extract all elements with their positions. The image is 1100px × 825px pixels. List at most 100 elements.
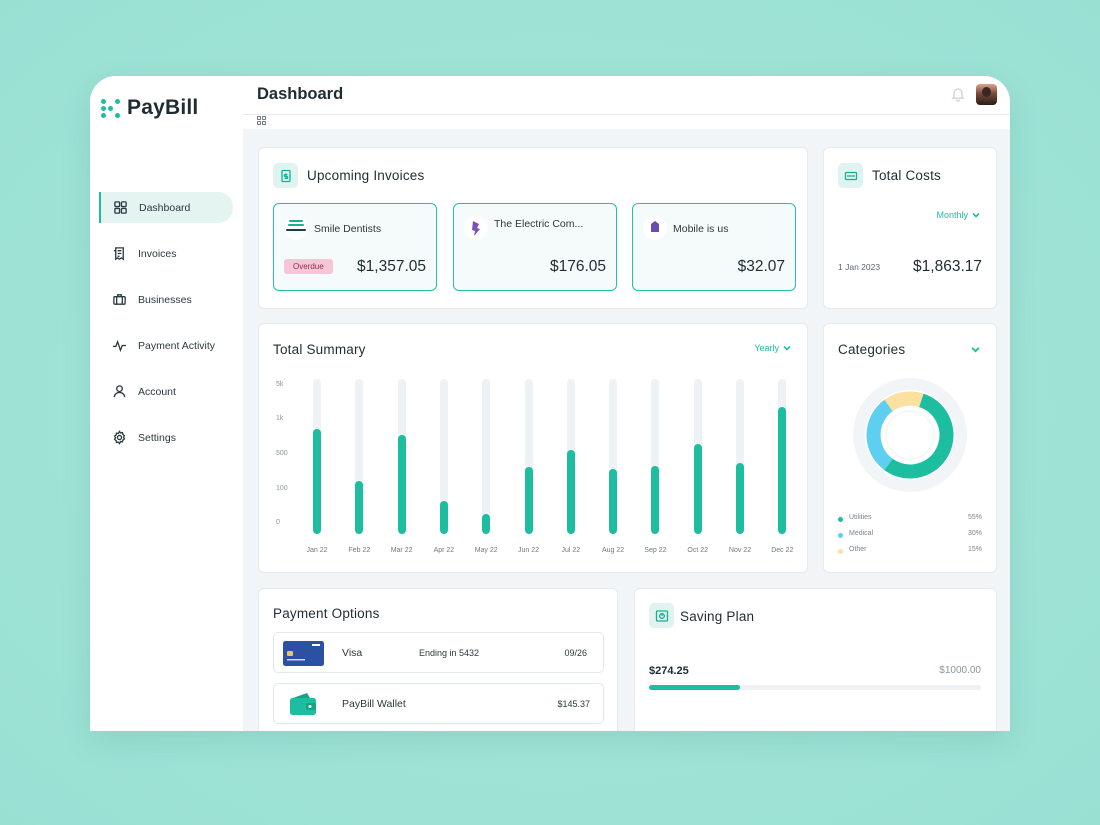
saving-plan-card: Saving Plan $274.25 $1000.00 <box>634 588 997 731</box>
x-tick-label: Nov 22 <box>728 547 752 554</box>
legend-label: Utilities <box>849 514 872 521</box>
legend-pct: 15% <box>967 546 982 553</box>
bar[interactable] <box>736 463 744 534</box>
x-tick-label: Jan 22 <box>306 547 328 554</box>
saving-target: $1000.00 <box>939 665 981 676</box>
sidebar-item-label: Account <box>138 385 176 398</box>
categories-card: Categories Utilities 55% Medical 30% Oth… <box>823 323 997 573</box>
invoice-tile[interactable]: The Electric Com... $176.05 <box>453 203 617 291</box>
receipt-icon <box>111 246 127 262</box>
saving-progress-fill <box>649 685 741 690</box>
upcoming-invoices-card: Upcoming Invoices Smile Dentists Overdue… <box>258 147 808 309</box>
chevron-down-icon <box>783 345 791 351</box>
payment-name: Visa <box>342 647 363 659</box>
donut-chart <box>853 378 967 492</box>
top-header: Dashboard <box>243 76 1010 115</box>
dentist-logo-icon <box>284 216 308 240</box>
bell-icon[interactable] <box>950 86 966 102</box>
overdue-badge: Overdue <box>284 259 333 274</box>
user-icon <box>111 384 127 400</box>
x-tick-label: May 22 <box>474 547 498 554</box>
bar[interactable] <box>482 514 491 534</box>
sidebar-item-label: Dashboard <box>139 201 191 214</box>
invoice-tile[interactable]: Mobile is us $32.07 <box>632 203 796 291</box>
y-tick-label: 100 <box>276 485 288 492</box>
period-dropdown[interactable]: Yearly <box>754 343 791 353</box>
bar[interactable] <box>609 469 618 534</box>
legend-pct: 55% <box>967 514 982 521</box>
bar[interactable] <box>778 407 787 534</box>
sidebar-item-label: Settings <box>138 431 176 444</box>
y-tick-label: 1k <box>276 415 284 422</box>
sidebar-item-label: Businesses <box>138 293 192 306</box>
dropdown-label: Yearly <box>754 343 779 353</box>
payment-expiry: 09/26 <box>564 648 587 658</box>
invoice-icon <box>273 163 298 188</box>
x-tick-label: Apr 22 <box>433 547 455 554</box>
page-title: Dashboard <box>257 85 344 103</box>
logo[interactable]: PayBill <box>101 96 198 120</box>
bar[interactable] <box>693 444 702 534</box>
total-costs-card: Total Costs Monthly 1 Jan 2023 $1,863.17 <box>823 147 997 309</box>
bar[interactable] <box>524 467 533 534</box>
x-tick-label: Jul 22 <box>561 547 581 554</box>
wallet-icon <box>290 693 316 715</box>
card-title: Upcoming Invoices <box>307 168 425 183</box>
x-tick-label: Dec 22 <box>771 547 794 554</box>
x-tick-label: Sep 22 <box>644 547 667 554</box>
bar-track <box>482 379 491 534</box>
x-tick-label: Feb 22 <box>348 547 371 554</box>
sidebar-item-businesses[interactable]: Businesses <box>99 284 233 315</box>
bar-track <box>524 379 533 534</box>
x-tick-label: Aug 22 <box>602 547 625 554</box>
bar-track <box>736 379 744 534</box>
legend-item: Utilities 55% <box>838 514 982 526</box>
card-title: Saving Plan <box>680 609 755 624</box>
safe-icon <box>649 603 674 628</box>
chevron-down-icon <box>972 212 980 218</box>
sidebar-item-account[interactable]: Account <box>99 376 233 407</box>
cost-amount: $1,863.17 <box>913 258 982 275</box>
invoice-amount: $1,357.05 <box>357 258 426 275</box>
avatar[interactable] <box>976 84 997 105</box>
chevron-down-icon[interactable] <box>971 345 980 354</box>
wallet-balance: $145.37 <box>557 699 590 709</box>
saving-progress-track <box>649 685 981 690</box>
donut-segment[interactable] <box>859 384 961 486</box>
bar[interactable] <box>439 501 448 534</box>
payment-option-row[interactable]: Visa Ending in 5432 09/26 <box>273 632 604 673</box>
invoice-amount: $176.05 <box>549 258 606 275</box>
logo-mark <box>101 98 120 118</box>
bar[interactable] <box>397 435 406 534</box>
payment-options-card: Payment Options Visa Ending in 5432 09/2… <box>258 588 618 731</box>
briefcase-icon <box>111 292 127 308</box>
legend-dot <box>838 549 843 554</box>
sidebar-item-invoices[interactable]: Invoices <box>99 238 233 269</box>
sub-toolbar <box>243 115 1010 129</box>
bar[interactable] <box>651 466 660 534</box>
grid-icon[interactable] <box>257 116 266 125</box>
sidebar-item-payment-activity[interactable]: Payment Activity <box>99 330 233 361</box>
invoice-name: Smile Dentists <box>314 223 382 235</box>
legend-pct: 30% <box>967 530 982 537</box>
card-title: Total Costs <box>872 168 941 183</box>
bar-track <box>439 379 448 534</box>
sidebar: PayBill Dashboard Invoices Businesses <box>90 76 243 731</box>
y-tick-label: 0 <box>276 519 280 526</box>
y-tick-label: 500 <box>276 450 288 457</box>
legend-dot <box>838 517 843 522</box>
sidebar-item-settings[interactable]: Settings <box>99 422 233 453</box>
gear-icon <box>111 430 127 446</box>
payment-option-row[interactable]: PayBill Wallet $145.37 <box>273 683 604 724</box>
bar[interactable] <box>566 450 575 534</box>
bar[interactable] <box>355 481 364 534</box>
sidebar-item-label: Invoices <box>138 247 177 260</box>
sidebar-item-dashboard[interactable]: Dashboard <box>99 192 233 223</box>
legend-label: Medical <box>849 530 874 537</box>
electric-logo-icon <box>464 216 488 240</box>
period-dropdown[interactable]: Monthly <box>936 210 980 220</box>
card-title: Total Summary <box>273 342 366 357</box>
bar[interactable] <box>313 429 321 534</box>
legend-item: Medical 30% <box>838 530 982 542</box>
invoice-tile[interactable]: Smile Dentists Overdue $1,357.05 <box>273 203 437 291</box>
